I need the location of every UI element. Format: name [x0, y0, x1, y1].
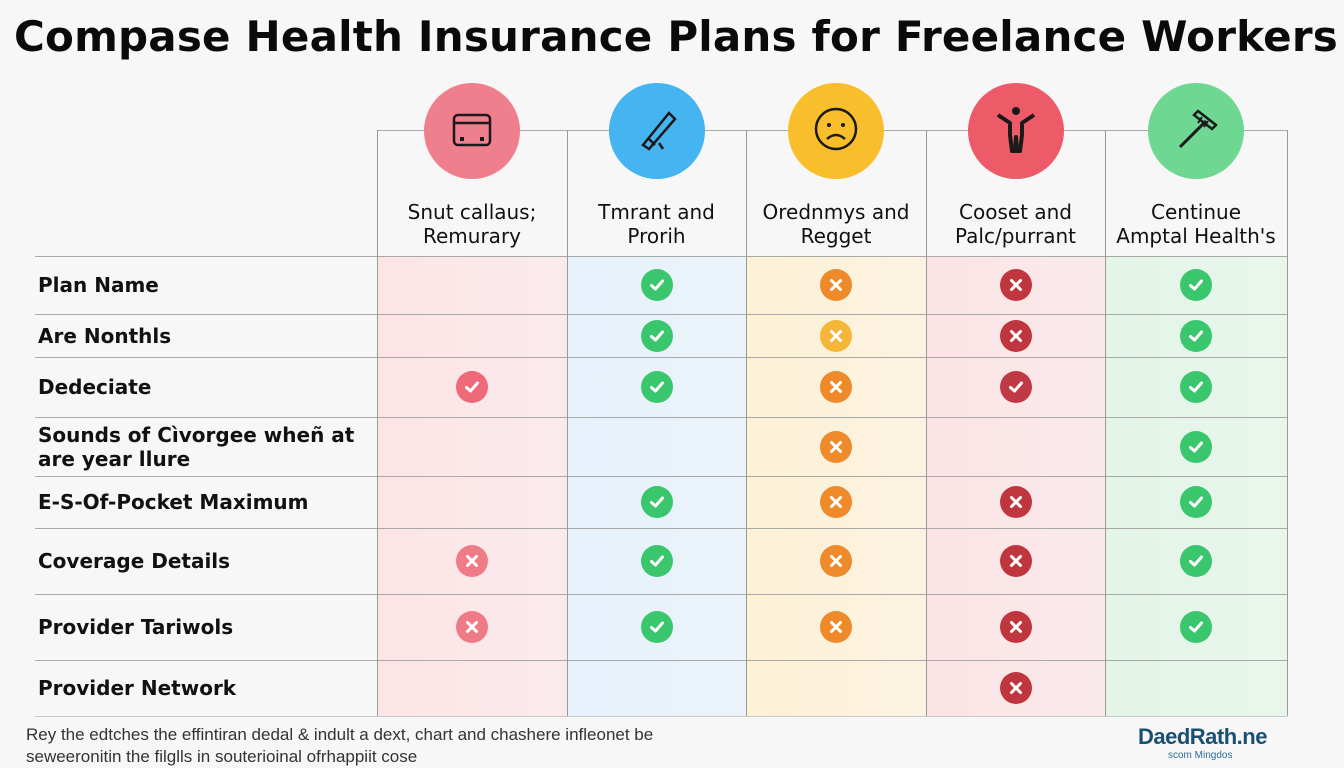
row-divider — [35, 528, 1287, 529]
row-label-line-1: E-S-Of-Pocket Maximum — [38, 490, 309, 514]
check-icon — [640, 319, 673, 352]
logo-text: DaedRath.ne — [1138, 724, 1267, 749]
column-tint — [377, 256, 567, 716]
sad-face-icon — [808, 101, 864, 161]
column-header-line-2: Remurary — [423, 224, 521, 248]
x-icon — [820, 269, 852, 301]
column-divider — [926, 130, 927, 716]
check-icon — [1180, 611, 1212, 643]
column-divider — [1105, 130, 1106, 716]
row-divider — [35, 594, 1287, 595]
x-icon — [999, 319, 1032, 352]
column-header-line-1: Centinue — [1151, 200, 1241, 224]
row-label-line-1: Provider Tariwols — [38, 615, 234, 639]
calendar-box-badge — [424, 83, 520, 179]
x-icon — [820, 486, 852, 518]
calendar-box-icon — [444, 101, 500, 161]
x-icon — [999, 269, 1032, 301]
x-icon — [820, 319, 852, 352]
x-icon — [820, 545, 852, 577]
column-header-line-1: Tmrant and — [598, 200, 715, 224]
column-header: Tmrant and Prorih — [567, 200, 746, 254]
column-header: Centinue Amptal Health's — [1105, 200, 1287, 254]
column-header-line-2: Amptal Health's — [1116, 224, 1276, 248]
x-icon — [999, 545, 1032, 577]
x-icon — [456, 611, 488, 643]
row-divider — [35, 357, 1287, 358]
person-arms-up-badge — [967, 83, 1064, 179]
row-label: Provider Network — [38, 676, 236, 700]
row-label: Sounds of Cìvorgee wheñ at are year llure — [38, 423, 354, 471]
sad-face-badge — [788, 83, 884, 179]
row-label: Plan Name — [38, 273, 159, 297]
column-divider — [377, 130, 378, 716]
column-header: Snut callaus; Remurary — [377, 200, 567, 254]
column-header-line-2: Prorih — [627, 224, 686, 248]
row-label: Provider Tariwols — [38, 615, 233, 639]
column-header-line-1: Orednmys and — [762, 200, 910, 224]
row-divider — [35, 476, 1287, 477]
person-arms-up-icon — [988, 101, 1044, 161]
check-icon — [1180, 430, 1212, 463]
check-icon — [1180, 319, 1212, 352]
footer-line-2: seweeronitin the filglls in souterioinal… — [26, 747, 418, 766]
check-icon — [640, 611, 673, 643]
check-icon — [999, 371, 1032, 403]
check-icon — [1180, 269, 1212, 301]
brand-logo: DaedRath.ne scom Mingdos — [1138, 724, 1288, 764]
column-divider — [746, 130, 747, 716]
x-icon — [820, 430, 852, 463]
x-icon — [820, 611, 852, 643]
column-header: Orednmys and Regget — [746, 200, 926, 254]
row-divider — [35, 417, 1287, 418]
row-divider — [35, 716, 1287, 717]
column-divider — [567, 130, 568, 716]
row-label: E-S-Of-Pocket Maximum — [38, 490, 309, 514]
tools-icon — [1168, 101, 1224, 161]
row-label-line-1: Sounds of Cìvorgee wheñ at — [38, 422, 355, 447]
check-icon — [456, 371, 488, 403]
x-icon — [999, 486, 1032, 518]
row-label: Are Nonthls — [38, 324, 171, 348]
logo-subtext: scom Mingdos — [1168, 750, 1233, 761]
pen-tool-badge — [608, 83, 705, 179]
pen-tool-icon — [629, 101, 685, 161]
check-icon — [1180, 545, 1212, 577]
column-divider — [1287, 130, 1288, 716]
tools-badge — [1148, 83, 1244, 179]
check-icon — [640, 486, 673, 518]
column-header: Cooset and Palc/purrant — [926, 200, 1105, 254]
row-label-line-1: Provider Network — [38, 676, 237, 700]
check-icon — [640, 269, 673, 301]
x-icon — [456, 545, 488, 577]
column-header-line-2: Palc/purrant — [955, 224, 1076, 248]
check-icon — [640, 371, 673, 403]
check-icon — [1180, 486, 1212, 518]
row-label: Coverage Details — [38, 549, 230, 573]
check-icon — [1180, 371, 1212, 403]
footer-note: Rey the edtches the effintiran dedal & i… — [26, 724, 653, 768]
row-divider — [35, 660, 1287, 661]
row-label: Dedeciate — [38, 375, 151, 399]
column-header-line-1: Cooset and — [959, 200, 1072, 224]
column-header-line-2: Regget — [800, 224, 872, 248]
x-icon — [999, 611, 1032, 643]
x-icon — [999, 672, 1032, 704]
page-title: Compase Health Insurance Plans for Freel… — [14, 12, 1338, 61]
row-label-line-1: Dedeciate — [38, 375, 152, 399]
row-divider — [35, 256, 1287, 257]
row-divider — [35, 314, 1287, 315]
check-icon — [640, 545, 673, 577]
row-label-line-1: Are Nonthls — [38, 323, 172, 348]
row-label-line-1: Coverage Details — [38, 549, 231, 573]
x-icon — [820, 371, 852, 403]
row-label-line-2: are year llure — [38, 446, 191, 471]
column-header-line-1: Snut callaus; — [407, 200, 537, 224]
row-label-line-1: Plan Name — [38, 273, 159, 297]
footer-line-1: Rey the edtches the effintiran dedal & i… — [26, 725, 654, 744]
